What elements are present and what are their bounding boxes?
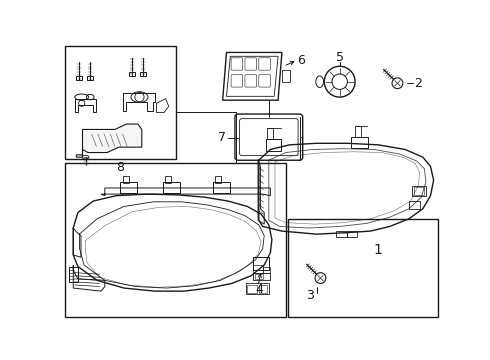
Bar <box>87 76 93 80</box>
Bar <box>288 219 438 317</box>
Bar <box>266 139 281 151</box>
Bar <box>409 201 420 209</box>
Bar <box>122 176 129 183</box>
Text: 6: 6 <box>297 54 305 67</box>
Text: 4: 4 <box>256 283 264 296</box>
Text: 7: 7 <box>218 131 226 144</box>
Bar <box>140 72 147 76</box>
Bar <box>282 70 290 82</box>
Bar <box>259 285 268 293</box>
Bar <box>347 231 357 237</box>
Text: 5: 5 <box>336 50 343 64</box>
Bar <box>213 182 229 193</box>
Bar <box>336 231 347 237</box>
Text: 8: 8 <box>116 161 124 175</box>
Text: 3: 3 <box>306 289 315 302</box>
Bar <box>253 257 269 270</box>
Bar <box>351 137 368 148</box>
Bar <box>253 273 270 280</box>
Bar <box>76 76 82 80</box>
Bar <box>65 45 176 159</box>
Bar <box>355 126 361 137</box>
Bar <box>120 182 137 193</box>
Bar <box>414 187 424 195</box>
Bar <box>69 266 78 282</box>
Bar <box>268 128 273 139</box>
Bar <box>255 274 263 279</box>
Bar <box>165 176 171 183</box>
Bar <box>247 285 257 293</box>
Bar <box>412 186 426 197</box>
Bar <box>253 265 263 273</box>
Polygon shape <box>76 124 142 157</box>
Bar <box>129 72 135 76</box>
Bar <box>263 266 270 273</box>
Text: 2: 2 <box>414 77 422 90</box>
Bar <box>245 283 269 294</box>
Text: 1: 1 <box>374 243 383 257</box>
Bar <box>65 163 286 316</box>
Bar <box>215 176 221 183</box>
Bar <box>163 182 179 193</box>
